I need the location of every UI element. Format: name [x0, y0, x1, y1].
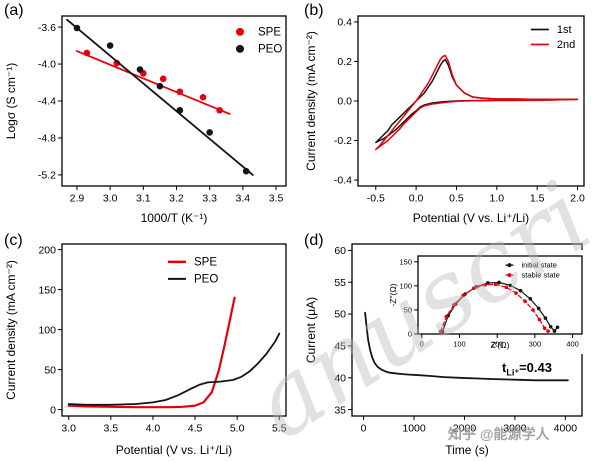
lsv-stability-chart: 3.0 3.5 4.0 4.5 5.0 5.5 0 50 100 150 200 Potential … [2, 234, 298, 460]
panel-a: 2.9 3.0 3.1 3.2 3.3 3.4 3.5 -3.6 -4.0 -4.4 -4.8 -5.… [2, 2, 298, 228]
svg-text:3.2: 3.2 [169, 193, 184, 205]
transference-number-annotation: tLi⁺=0.43 [502, 360, 552, 379]
svg-text:200: 200 [491, 340, 504, 349]
annotation-value: =0.43 [519, 360, 552, 375]
svg-text:50: 50 [404, 306, 412, 315]
svg-text:-4.0: -4.0 [38, 59, 56, 71]
svg-text:100: 100 [453, 340, 466, 349]
svg-text:0.5: 0.5 [449, 193, 464, 205]
arrhenius-conductivity-chart: 2.9 3.0 3.1 3.2 3.3 3.4 3.5 -3.6 -4.0 -4.4 -4.8 -5.… [2, 2, 298, 228]
svg-text:Potential (V vs. Li⁺/Li): Potential (V vs. Li⁺/Li) [116, 443, 232, 457]
svg-text:300: 300 [529, 340, 542, 349]
svg-text:2nd: 2nd [557, 39, 575, 51]
svg-text:initial state: initial state [521, 261, 556, 270]
panel-b: -0.5 0.0 0.5 1.0 1.5 2.0 -0.4 -0.2 0.0 0.2 0.4 Pote… [302, 2, 598, 228]
svg-text:SPE: SPE [194, 257, 217, 269]
svg-text:Z'(Ω): Z'(Ω) [491, 340, 510, 350]
panel-c: 3.0 3.5 4.0 4.5 5.0 5.5 0 50 100 150 200 Potential … [2, 234, 298, 460]
svg-text:400: 400 [566, 340, 579, 349]
panel-a-label: (a) [4, 2, 24, 19]
svg-text:4.5: 4.5 [188, 423, 203, 435]
svg-text:5.0: 5.0 [230, 423, 245, 435]
svg-text:-3.6: -3.6 [38, 22, 56, 34]
panel-c-label: (c) [4, 232, 23, 249]
svg-text:Current density (mA cm⁻²): Current density (mA cm⁻²) [304, 31, 318, 171]
svg-text:3.4: 3.4 [236, 193, 251, 205]
svg-text:3.1: 3.1 [136, 193, 151, 205]
svg-text:0: 0 [361, 423, 367, 435]
svg-text:0.0: 0.0 [337, 96, 352, 108]
svg-text:-0.2: -0.2 [334, 135, 352, 147]
svg-text:0.0: 0.0 [409, 193, 424, 205]
svg-text:150: 150 [399, 257, 412, 266]
svg-text:50: 50 [44, 364, 56, 376]
svg-text:-4.8: -4.8 [38, 133, 56, 145]
svg-text:5.5: 5.5 [272, 423, 287, 435]
svg-text:40: 40 [334, 372, 346, 384]
svg-text:3.5: 3.5 [104, 423, 119, 435]
svg-text:Time (s): Time (s) [445, 443, 489, 457]
svg-text:0: 0 [420, 340, 424, 349]
nyquist-inset-chart: 0 100 200 300 400 0 50 100 150 Z'(Ω) -Z''(Ω) initia… [388, 250, 590, 354]
svg-text:45: 45 [334, 341, 346, 353]
svg-text:1.0: 1.0 [490, 193, 505, 205]
svg-text:150: 150 [38, 284, 56, 296]
svg-text:100: 100 [399, 281, 412, 290]
svg-text:Current (μA): Current (μA) [304, 297, 318, 363]
svg-text:2.9: 2.9 [70, 193, 85, 205]
cyclic-voltammetry-chart: -0.5 0.0 0.5 1.0 1.5 2.0 -0.4 -0.2 0.0 0.2 0.4 Pote… [302, 2, 598, 228]
annotation-subscript: Li⁺ [506, 367, 520, 378]
svg-text:stable state: stable state [521, 271, 559, 280]
svg-text:Logσ (S cm⁻¹): Logσ (S cm⁻¹) [4, 63, 18, 139]
svg-text:SPE: SPE [258, 27, 281, 39]
svg-text:60: 60 [334, 245, 346, 257]
svg-text:4.0: 4.0 [146, 423, 161, 435]
svg-text:35: 35 [334, 404, 346, 416]
svg-text:0: 0 [50, 404, 56, 416]
svg-text:0: 0 [408, 330, 412, 339]
svg-text:-5.2: -5.2 [38, 170, 56, 182]
panel-b-label: (b) [304, 2, 324, 19]
svg-text:Current density (mA cm⁻²): Current density (mA cm⁻²) [4, 260, 18, 400]
svg-text:1.5: 1.5 [530, 193, 545, 205]
svg-text:3.0: 3.0 [61, 423, 76, 435]
svg-text:100: 100 [38, 324, 56, 336]
panel-d: 0 1000 2000 3000 4000 35 40 45 50 55 60 Time (s) Cur… [302, 234, 598, 460]
svg-text:3.3: 3.3 [202, 193, 217, 205]
svg-text:55: 55 [334, 277, 346, 289]
svg-text:0.4: 0.4 [337, 17, 352, 29]
svg-text:-Z''(Ω): -Z''(Ω) [388, 283, 398, 306]
svg-text:1000: 1000 [402, 423, 426, 435]
svg-text:2000: 2000 [453, 423, 477, 435]
svg-text:1000/T (K⁻¹): 1000/T (K⁻¹) [141, 211, 208, 225]
svg-text:50: 50 [334, 309, 346, 321]
svg-text:-0.4: -0.4 [334, 175, 352, 187]
svg-text:2.0: 2.0 [570, 193, 585, 205]
svg-text:1st: 1st [557, 24, 572, 36]
svg-text:3.5: 3.5 [269, 193, 284, 205]
svg-text:3.0: 3.0 [103, 193, 118, 205]
svg-text:3000: 3000 [503, 423, 527, 435]
svg-text:-4.4: -4.4 [38, 96, 56, 108]
svg-text:0.2: 0.2 [337, 56, 352, 68]
annotation-base: t [502, 360, 507, 375]
svg-text:200: 200 [38, 244, 56, 256]
svg-text:-0.5: -0.5 [367, 193, 385, 205]
svg-text:4000: 4000 [554, 423, 578, 435]
svg-text:PEO: PEO [194, 274, 218, 286]
svg-text:Potential (V vs. Li⁺/Li): Potential (V vs. Li⁺/Li) [413, 211, 529, 225]
panel-d-label: (d) [304, 232, 324, 249]
svg-text:PEO: PEO [258, 44, 282, 56]
